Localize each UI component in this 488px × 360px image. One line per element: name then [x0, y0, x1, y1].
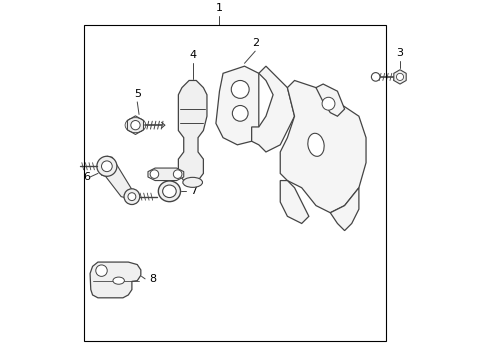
Circle shape: [371, 73, 379, 81]
Circle shape: [173, 170, 182, 179]
Circle shape: [396, 73, 403, 81]
Circle shape: [131, 121, 140, 130]
Polygon shape: [102, 156, 133, 198]
Circle shape: [102, 161, 112, 172]
Text: 6: 6: [83, 172, 90, 182]
Circle shape: [150, 170, 159, 179]
Polygon shape: [148, 168, 183, 181]
Circle shape: [232, 105, 247, 121]
Circle shape: [322, 97, 334, 110]
Circle shape: [231, 81, 249, 98]
Circle shape: [96, 265, 107, 276]
Circle shape: [128, 193, 136, 201]
Ellipse shape: [307, 133, 324, 156]
Text: 7: 7: [190, 186, 197, 196]
Text: 5: 5: [134, 89, 141, 99]
Ellipse shape: [163, 185, 176, 198]
Polygon shape: [251, 66, 294, 152]
Ellipse shape: [113, 277, 124, 284]
Polygon shape: [393, 70, 406, 84]
Polygon shape: [329, 188, 358, 231]
Text: 4: 4: [189, 50, 196, 60]
Polygon shape: [315, 84, 344, 116]
Polygon shape: [90, 262, 141, 298]
Text: 1: 1: [216, 3, 223, 13]
Ellipse shape: [158, 181, 180, 202]
Polygon shape: [280, 81, 366, 213]
Polygon shape: [127, 116, 143, 134]
Polygon shape: [178, 81, 206, 184]
Polygon shape: [280, 181, 308, 224]
Polygon shape: [216, 66, 258, 145]
Ellipse shape: [183, 177, 202, 187]
Circle shape: [97, 156, 117, 176]
Circle shape: [124, 189, 140, 204]
Bar: [83, 25, 385, 341]
Text: 2: 2: [251, 38, 258, 48]
Text: 8: 8: [149, 274, 156, 284]
Text: 3: 3: [396, 48, 403, 58]
